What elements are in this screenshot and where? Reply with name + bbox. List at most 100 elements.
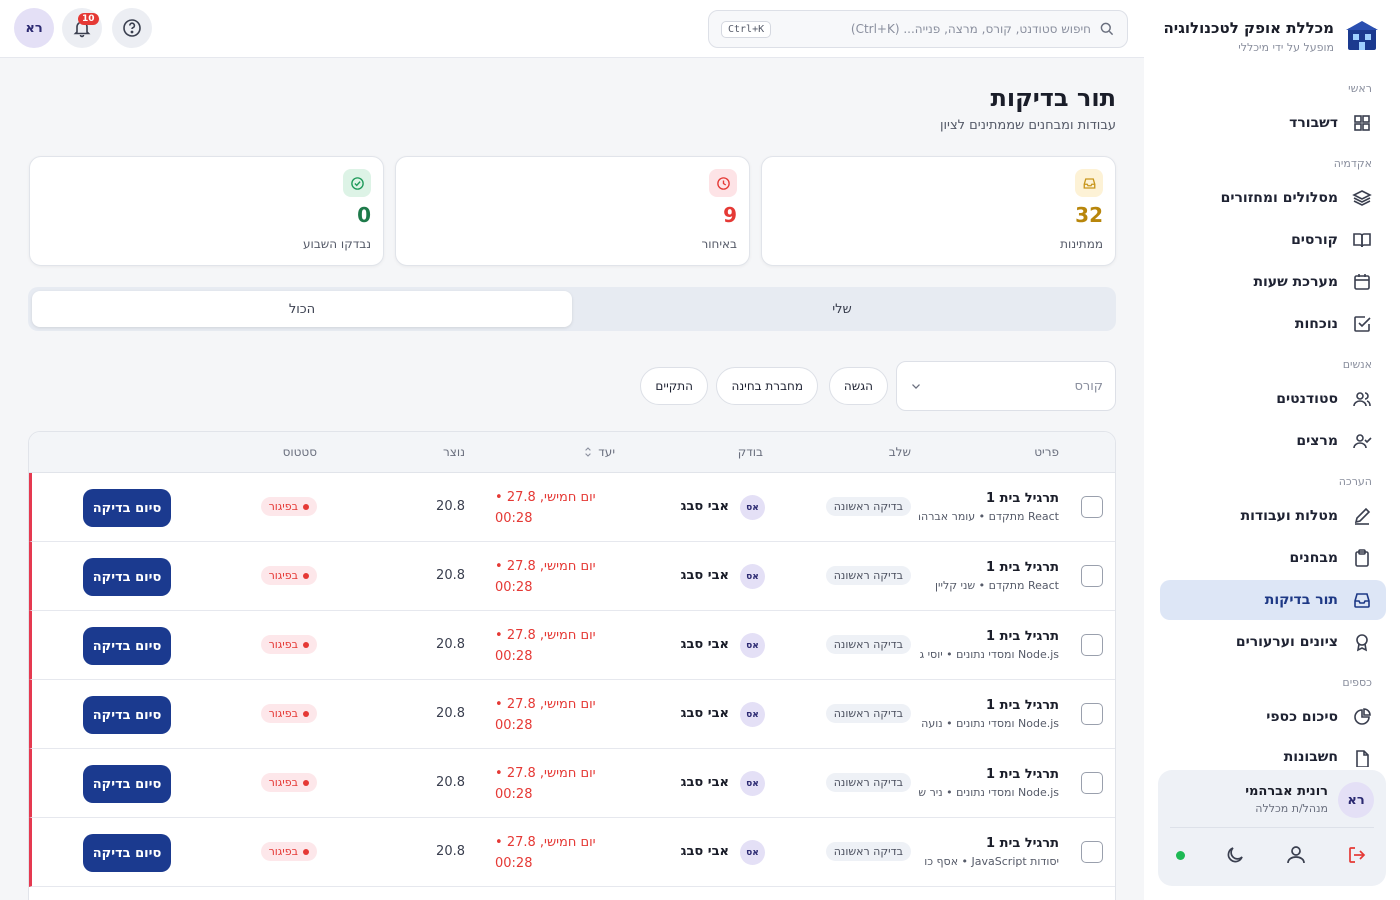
tab-mine[interactable]: שלי [832, 301, 852, 317]
row-checkbox[interactable] [1081, 841, 1103, 863]
created-date: 20.8 [436, 844, 465, 859]
calendar-icon [1354, 274, 1370, 290]
stat-card-checked-this-week: 0 נבדקו השבוע [29, 156, 384, 266]
examiner-avatar: אס [740, 771, 765, 796]
due-date-day: יום חמישי, 27.8 • [495, 628, 596, 643]
file-icon [1356, 750, 1369, 767]
tab-all[interactable]: הכול [32, 291, 572, 327]
sidebar-item-dashboard[interactable]: דשבורד [1160, 103, 1386, 143]
sidebar-item-accounts[interactable]: חשבונות [1160, 739, 1386, 767]
avatar[interactable]: רא [1338, 782, 1374, 818]
row-checkbox[interactable] [1081, 565, 1103, 587]
grading-queue-table: פריט שלב בודק יעד נוצר סטטוס תרגיל בית 1… [28, 431, 1116, 900]
finish-review-button[interactable]: סיום בדיקה [83, 696, 171, 734]
stat-icon-wrap [1075, 169, 1103, 197]
column-header-due[interactable]: יעד [584, 445, 615, 459]
stat-icon-wrap [343, 169, 371, 197]
table-row[interactable]: תרגיל בית 1 Node.js ומסדי נתונים • יוסי … [29, 611, 1115, 680]
sidebar-item-attendance[interactable]: נוכחות [1160, 304, 1386, 344]
layers-icon [1352, 190, 1372, 206]
stage-badge: בדיקה ראשונה [825, 842, 911, 861]
table-body: תרגיל בית 1 React מתקדם • עומר אברהם בדי… [29, 473, 1115, 887]
row-checkbox[interactable] [1081, 496, 1103, 518]
sidebar-item-finance-summary[interactable]: סיכום כספי [1160, 697, 1386, 737]
finish-review-button[interactable]: סיום בדיקה [83, 834, 171, 872]
stage-badge: בדיקה ראשונה [825, 566, 911, 585]
user-avatar-button[interactable]: רא [14, 8, 54, 48]
sidebar-item-lecturers[interactable]: מרצים [1160, 421, 1386, 461]
notifications-button[interactable]: 10 [62, 8, 102, 48]
section-label-evaluation: הערכה [1338, 475, 1372, 488]
status-dot [303, 848, 309, 855]
sidebar-item-label: מטלות ועבודות [1240, 508, 1338, 524]
finish-review-button[interactable]: סיום בדיקה [83, 765, 171, 803]
search-bar[interactable]: חיפוש סטודנט, קורס, מרצה, פנייה... (Ctrl… [708, 10, 1128, 48]
divider [1170, 827, 1374, 828]
status-label: בפיגור [268, 500, 298, 513]
stage-badge: בדיקה ראשונה [825, 704, 911, 723]
due-date: יום חמישי, 27.8 • 00:28 [495, 487, 615, 529]
examiner-avatar: אס [740, 702, 765, 727]
stat-value: 32 [1075, 203, 1103, 227]
due-date-day: יום חמישי, 27.8 • [495, 559, 596, 574]
due-date-day: יום חמישי, 27.8 • [495, 697, 596, 712]
examiner-name: אבי סבג [680, 568, 729, 583]
sidebar-item-assignments[interactable]: מטלות ועבודות [1160, 496, 1386, 536]
table-row[interactable]: תרגיל בית 1 Node.js ומסדי נתונים • נועה … [29, 680, 1115, 749]
due-date-time: 00:28 [495, 511, 533, 526]
profile-icon[interactable] [1285, 844, 1307, 866]
sidebar-item-schedule[interactable]: מערכת שעות [1160, 262, 1386, 302]
sort-icon [585, 447, 592, 457]
sidebar-item-grades[interactable]: ציונים וערעורים [1160, 622, 1386, 662]
topbar: חיפוש סטודנט, קורס, מרצה, פנייה... (Ctrl… [0, 0, 1144, 58]
examiner-avatar: אס [740, 495, 765, 520]
filter-chip-exam-notebook[interactable]: מחברת בחינה [716, 367, 818, 405]
item-title: תרגיל בית 1 [986, 698, 1059, 713]
row-checkbox[interactable] [1081, 634, 1103, 656]
due-date: יום חמישי, 27.8 • 00:28 [495, 694, 615, 736]
due-date-time: 00:28 [495, 718, 533, 733]
table-row[interactable]: תרגיל בית 1 יסודות JavaScript • אסף כו ב… [29, 818, 1115, 887]
due-date-time: 00:28 [495, 787, 533, 802]
sidebar-item-exams[interactable]: מבחנים [1160, 538, 1386, 578]
table-row[interactable]: תרגיל בית 1 React מתקדם • שני קליין בדיק… [29, 542, 1115, 611]
logout-icon[interactable] [1346, 844, 1368, 866]
sidebar-item-label: סטודנטים [1276, 391, 1338, 407]
filter-chip-submission[interactable]: הגשה [828, 367, 888, 405]
item-subtitle: React מתקדם • עומר אברהם [919, 510, 1059, 523]
sidebar-item-grading-queue[interactable]: תור בדיקות [1160, 580, 1386, 620]
inbox-icon [1354, 593, 1370, 608]
filter-chip-took-place[interactable]: התקיים [640, 367, 708, 405]
stage-badge: בדיקה ראשונה [825, 635, 911, 654]
moon-icon[interactable] [1224, 844, 1246, 866]
item-subtitle: Node.js ומסדי נתונים • ניר ש [919, 786, 1059, 799]
sidebar-item-label: דשבורד [1289, 115, 1338, 131]
user-check-icon [1353, 434, 1372, 449]
finish-review-button[interactable]: סיום בדיקה [83, 558, 171, 596]
status-badge: בפיגור [260, 704, 317, 723]
sidebar-item-courses[interactable]: קורסים [1160, 220, 1386, 260]
help-button[interactable] [112, 8, 152, 48]
row-checkbox[interactable] [1081, 772, 1103, 794]
sidebar-item-tracks[interactable]: מסלולים ומחזורים [1160, 178, 1386, 218]
finish-review-button[interactable]: סיום בדיקה [83, 489, 171, 527]
sidebar-item-students[interactable]: סטודנטים [1160, 379, 1386, 419]
created-date: 20.8 [436, 775, 465, 790]
column-header-examiner: בודק [737, 445, 763, 459]
pen-icon [1354, 507, 1371, 525]
college-logo-icon [1346, 21, 1378, 50]
row-checkbox[interactable] [1081, 703, 1103, 725]
course-filter-select[interactable]: קורס [896, 361, 1116, 411]
table-row[interactable]: תרגיל בית 1 React מתקדם • עומר אברהם בדי… [29, 473, 1115, 542]
table-header: פריט שלב בודק יעד נוצר סטטוס [29, 432, 1115, 473]
check-circle-icon [350, 176, 364, 190]
table-row[interactable]: תרגיל בית 1 Node.js ומסדי נתונים • ניר ש… [29, 749, 1115, 818]
search-input[interactable]: חיפוש סטודנט, קורס, מרצה, פנייה... (Ctrl… [850, 22, 1091, 36]
pie-icon [1354, 708, 1371, 725]
sidebar-item-label: חשבונות [1283, 749, 1338, 765]
finish-review-button[interactable]: סיום בדיקה [83, 627, 171, 665]
column-header-status: סטטוס [282, 445, 317, 459]
brand-subtitle: מופעל על ידי מיכללי [1238, 40, 1334, 54]
column-header-created: נוצר [443, 445, 465, 459]
brand[interactable]: מכללת אופק לטכנולוגיה מופעל על ידי מיכלל… [1163, 18, 1380, 54]
